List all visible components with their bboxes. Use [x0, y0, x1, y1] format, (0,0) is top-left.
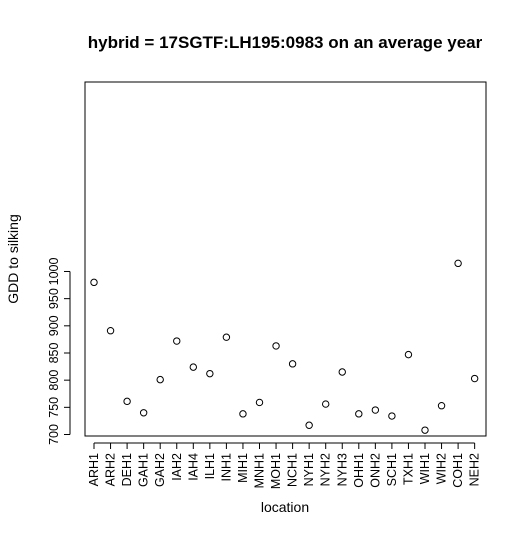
data-point [222, 333, 231, 341]
data-point [239, 410, 247, 418]
x-tick-label: NYH1 [302, 453, 316, 486]
y-tick-label: 900 [47, 315, 61, 336]
x-tick-label: GAH1 [137, 453, 151, 487]
x-tick-label: NYH3 [335, 453, 349, 486]
data-point [139, 409, 148, 417]
data-point [206, 369, 214, 378]
x-tick-label: WIH1 [418, 453, 432, 484]
x-tick-label: COH1 [451, 453, 465, 488]
x-tick-label: MOH1 [269, 453, 283, 489]
data-point [388, 412, 396, 420]
y-tick-label: 700 [47, 424, 61, 445]
data-point [255, 398, 264, 407]
data-point [355, 410, 363, 418]
x-tick-label: DEH1 [120, 453, 134, 486]
x-axis-label: location [261, 499, 309, 515]
data-point [322, 400, 330, 408]
y-axis: 700 750 800 850 900 950 1000 [47, 258, 71, 445]
x-tick-label: OHH1 [352, 453, 366, 488]
data-point [421, 426, 429, 434]
data-point [123, 397, 131, 406]
y-tick-label: 750 [47, 397, 61, 418]
x-tick-label: INH1 [219, 453, 233, 482]
x-tick-label: MIH1 [236, 453, 250, 483]
y-tick-label: 1000 [47, 258, 61, 286]
data-point [106, 327, 115, 335]
x-tick-label: NYH2 [319, 453, 333, 486]
x-tick-label: ARH1 [87, 453, 101, 486]
y-tick-label: 800 [47, 370, 61, 391]
data-point [454, 259, 462, 268]
x-tick-label: ARH2 [104, 453, 118, 486]
data-point [371, 406, 380, 414]
x-tick-label: NEH2 [468, 453, 482, 486]
data-point [404, 350, 413, 359]
x-tick-label: WIH2 [435, 453, 449, 484]
data-point [189, 363, 198, 371]
plot-frame [84, 81, 487, 437]
y-tick-label: 850 [47, 343, 61, 364]
x-axis: ARH1 ARH2 DEH1 GAH1 GAH2 IAH2 IAH4 ILH1 INH1 MIH1… [87, 442, 482, 489]
data-points [90, 259, 479, 434]
chart-title: hybrid = 17SGTF:LH195:0983 on an average… [88, 33, 483, 52]
data-point [305, 421, 313, 429]
x-tick-label: NCH1 [286, 453, 300, 487]
x-tick-label: GAH2 [153, 453, 167, 487]
x-tick-label: TXH1 [401, 453, 415, 485]
data-point [437, 401, 446, 410]
data-point [272, 342, 280, 350]
x-tick-label: ILH1 [203, 453, 217, 479]
x-tick-label: ONH2 [368, 453, 382, 488]
data-point [470, 374, 479, 383]
x-tick-label: IAH2 [170, 453, 184, 481]
data-point [90, 278, 98, 287]
x-tick-label: MNH1 [253, 453, 267, 488]
data-point [156, 375, 164, 384]
data-point [173, 337, 181, 345]
data-point [288, 360, 297, 368]
y-tick-label: 950 [47, 288, 61, 309]
y-axis-label: GDD to silking [5, 214, 21, 303]
data-point [338, 368, 346, 376]
x-tick-label: IAH4 [186, 453, 200, 481]
x-tick-label: SCH1 [385, 453, 399, 486]
